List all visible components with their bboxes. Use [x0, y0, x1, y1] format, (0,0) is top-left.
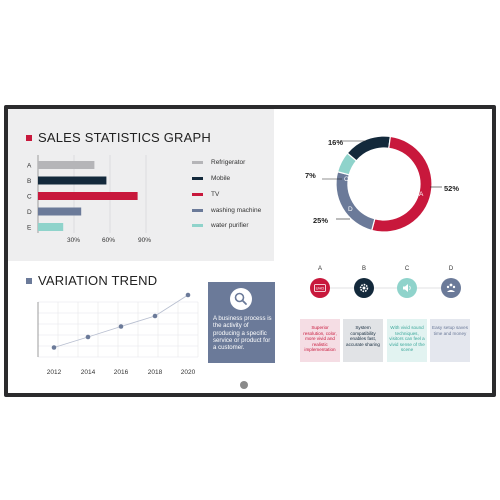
step-letter-c: C — [404, 266, 410, 272]
speaker-icon — [397, 278, 417, 298]
left-panel: SALES STATISTICS GRAPH A B C D E 30% 60% 90%… — [8, 109, 275, 393]
donut-chart — [322, 135, 442, 233]
legend-item-tv: TV — [192, 191, 219, 198]
gear-icon — [354, 278, 374, 298]
title-square-icon — [26, 134, 32, 141]
legend-swatch — [192, 193, 203, 196]
tv-screen: SALES STATISTICS GRAPH A B C D E 30% 60% 90%… — [8, 109, 492, 393]
bar-a — [38, 161, 95, 169]
bar-d — [38, 207, 82, 216]
y-tick-label: E — [27, 225, 32, 232]
legend-swatch — [192, 161, 203, 164]
y-tick-label: D — [27, 209, 32, 216]
trend-point — [152, 313, 158, 319]
legend-item-refrigerator: Refrigerator — [192, 159, 245, 166]
uhd-icon: UHD — [310, 278, 330, 298]
sales-panel — [8, 109, 274, 261]
title-square-icon — [26, 277, 32, 284]
business-process-card: A business process is the activity of pr… — [208, 282, 275, 363]
magnifier-icon — [230, 288, 252, 310]
crowd-icon — [441, 278, 461, 298]
y-tick-label: B — [27, 178, 31, 185]
donut-label-a: 52% — [444, 184, 460, 193]
donut-label-d: 25% — [313, 216, 329, 225]
donut-label-c: 7% — [305, 171, 316, 180]
x-tick-label: 60% — [102, 237, 116, 244]
y-tick-label: A — [27, 163, 32, 170]
trend-point — [118, 324, 124, 329]
step-card-d: Easy setup saves time and money — [430, 319, 470, 362]
step-letter-a: A — [317, 266, 322, 272]
donut-segment-letter-d: D — [348, 206, 353, 213]
legend-swatch — [192, 209, 203, 212]
step-card-a: Superior resolution, color, more vivid a… — [300, 319, 340, 362]
legend-item-water-purifier: water purifier — [192, 222, 249, 229]
x-tick-label: 90% — [138, 237, 152, 244]
uhd-icon-text: UHD — [316, 286, 325, 291]
x-tick-label: 2018 — [148, 369, 163, 376]
trend-point — [185, 292, 191, 298]
legend-swatch — [192, 177, 203, 180]
trend-point — [85, 334, 91, 340]
donut-segment-letter-b: B — [363, 154, 368, 161]
trend-point — [51, 345, 57, 350]
step-letter-d: D — [448, 266, 454, 272]
x-tick-label: 2016 — [114, 369, 129, 376]
donut-segment-letter-c: C — [344, 176, 349, 183]
legend-item-mobile: Mobile — [192, 175, 230, 182]
x-tick-label: 2012 — [47, 369, 62, 376]
bar-e — [38, 223, 64, 231]
step-card-c: With vivid sound techniques, visitors ca… — [387, 319, 427, 362]
sales-title: SALES STATISTICS GRAPH — [26, 130, 211, 145]
legend-swatch — [192, 224, 203, 227]
step-letter-b: B — [361, 266, 366, 272]
legend-item-washing-machine: washing machine — [192, 207, 261, 214]
business-process-text: A business process is the activity of pr… — [213, 315, 272, 352]
step-card-b: System compatibility enables fast, accur… — [343, 319, 383, 362]
donut-label-b: 16% — [328, 138, 344, 147]
trend-line-chart: 2012 2014 2016 2018 2020 — [37, 292, 199, 376]
donut-segment-letter-a: A — [419, 191, 424, 198]
y-tick-label: C — [27, 194, 32, 201]
sales-bar-chart: A B C D E — [27, 155, 147, 233]
bar-c — [38, 192, 138, 200]
x-tick-label: 2014 — [81, 369, 96, 376]
steps-connector — [330, 287, 451, 289]
lg-logo-icon — [240, 381, 248, 389]
donut-segment-c — [336, 152, 358, 176]
bar-b — [38, 176, 107, 185]
trend-title: VARIATION TREND — [26, 273, 157, 288]
x-tick-label: 30% — [67, 237, 81, 244]
x-tick-label: 2020 — [181, 369, 196, 376]
